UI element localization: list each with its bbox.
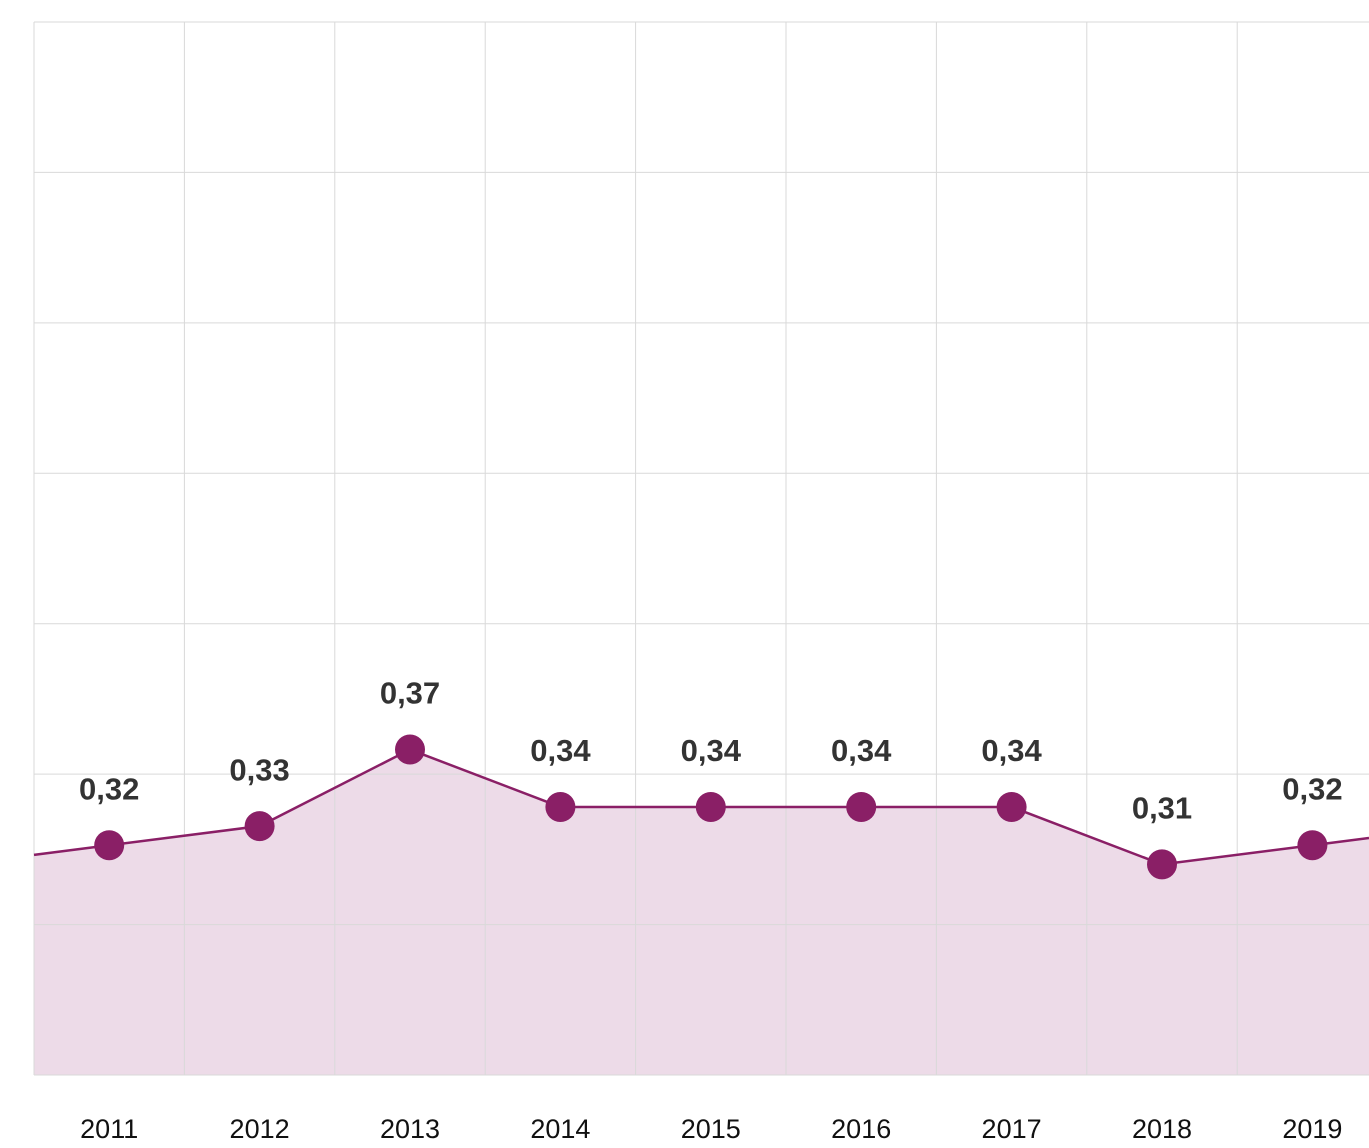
x-tick-label: 2014	[530, 1114, 590, 1144]
point	[244, 811, 275, 842]
point	[94, 830, 125, 861]
point	[545, 791, 576, 822]
x-tick-label: 2019	[1282, 1114, 1342, 1144]
x-tick-label: 2017	[982, 1114, 1042, 1144]
point	[1297, 830, 1328, 861]
point	[695, 791, 726, 822]
x-tick-label: 2018	[1132, 1114, 1192, 1144]
point	[395, 734, 425, 765]
x-tick-label: 2012	[230, 1114, 290, 1144]
data-label: 0,34	[530, 733, 591, 768]
data-label: 0,34	[981, 733, 1042, 768]
data-label: 0,37	[380, 676, 440, 711]
x-tick-label: 2015	[681, 1114, 741, 1144]
data-label: 0,33	[229, 752, 289, 787]
area	[34, 749, 1369, 1075]
data-label: 0,32	[79, 771, 139, 806]
point	[996, 791, 1027, 822]
data-label: 0,34	[681, 733, 742, 768]
data-label: 0,31	[1132, 791, 1192, 826]
x-tick-label: 2013	[380, 1114, 440, 1144]
data-label: 0,32	[1282, 771, 1342, 806]
data-label: 0,34	[831, 733, 892, 768]
x-tick-label: 2016	[831, 1114, 891, 1144]
point	[1147, 849, 1177, 880]
x-tick-label: 2011	[80, 1114, 138, 1144]
point	[846, 791, 877, 822]
